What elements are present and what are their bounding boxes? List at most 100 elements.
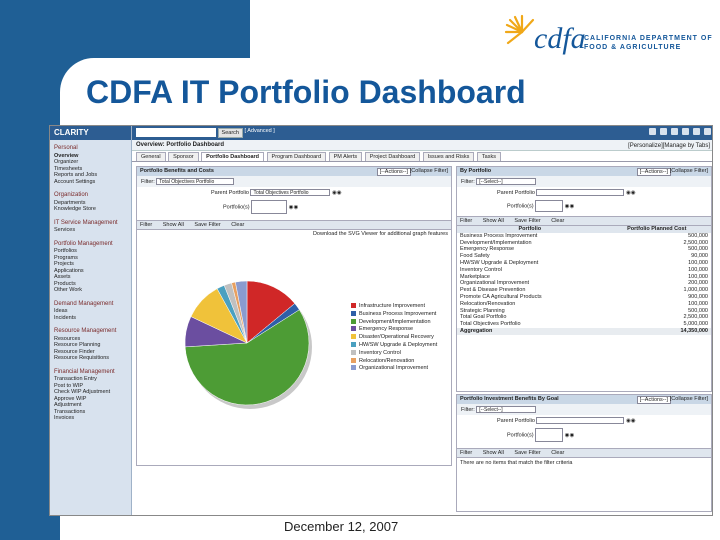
tab-general[interactable]: General [136,152,166,161]
portfolios-field[interactable] [251,200,288,214]
binoculars-icon[interactable]: ◉◉ [564,203,575,210]
clear-button[interactable]: Clear [231,222,245,228]
sidebar-item-transaction-entry[interactable]: Transaction Entry [54,376,97,382]
tab-portfolio-dashboard[interactable]: Portfolio Dashboard [201,152,265,161]
parent-portfolio-field[interactable] [536,189,625,196]
sidebar-item-approve-wip[interactable]: Approve WIP [54,395,87,402]
home-icon[interactable] [649,128,656,135]
save-filter-button[interactable]: Save Filter [514,218,541,224]
sidebar-item-invoices[interactable]: Invoices [54,415,75,421]
pie-slice[interactable] [235,280,248,344]
portfolios-field[interactable] [535,428,564,442]
portfolio-name-cell[interactable]: Total Goal Portfolio [460,314,507,321]
collapse-filter-link[interactable]: [Collapse Filter] [409,168,448,174]
binoculars-icon[interactable]: ◉◉ [288,204,299,211]
search-button[interactable]: Search [217,128,243,138]
portfolio-name-cell[interactable]: Inventory Control [460,266,502,273]
actions-dropdown[interactable]: [--Actions--] [636,168,671,176]
sidebar-item-ideas[interactable]: Ideas [54,308,68,314]
column-header-portfolio[interactable]: Portfolio [457,226,603,233]
sidebar-item-adjustment[interactable]: Adjustment [54,402,82,408]
sidebar-item-projects[interactable]: Projects [54,261,74,267]
tab-program-dashboard[interactable]: Program Dashboard [266,152,327,161]
actions-dropdown[interactable]: [--Actions--] [376,168,411,176]
sidebar-item-reports[interactable]: Reports and Jobs [54,172,98,178]
portfolio-name-cell[interactable]: Development/Implementation [460,239,532,246]
tab-issues-risks[interactable]: Issues and Risks [422,152,475,161]
portfolio-name-cell[interactable]: Organizational Improvement [460,280,530,287]
binoculars-icon[interactable]: ◉◉ [564,432,575,439]
sidebar-item-knowledge-store[interactable]: Knowledge Store [54,206,96,212]
collapse-filter-link[interactable]: [Collapse Filter] [669,168,708,174]
about-icon[interactable] [693,128,700,135]
sidebar-item-transactions[interactable]: Transactions [54,408,86,415]
portfolio-name-cell[interactable]: Marketplace [460,273,490,280]
sidebar-item-resource-finder[interactable]: Resource Finder [54,348,95,355]
favorites-icon[interactable] [660,128,667,135]
clear-button[interactable]: Clear [551,218,565,224]
search-input[interactable] [136,128,216,137]
filter-select[interactable]: Total Objectives Portfolio [156,178,235,185]
sidebar-item-organizer[interactable]: Organizer [54,159,79,165]
save-filter-button[interactable]: Save Filter [194,222,221,228]
clarity-brand: CLARITY [50,126,131,140]
portfolio-name-cell[interactable]: HW/SW Upgrade & Deployment [460,259,539,266]
filter-select[interactable]: [--Select--] [476,406,537,413]
tab-pm-alerts[interactable]: PM Alerts [328,152,363,161]
portfolio-name-cell[interactable]: Business Process Improvement [460,232,538,239]
help-icon[interactable] [682,128,689,135]
personalize-link[interactable]: [Personalize][Manage by Tabs] [628,143,710,149]
tab-project-dashboard[interactable]: Project Dashboard [364,152,421,161]
filter-button[interactable]: Filter [140,222,153,228]
svg-viewer-note[interactable]: Download the SVG Viewer for additional g… [312,231,448,237]
portfolio-name-cell[interactable]: Relocation/Renovation [460,300,516,307]
sidebar-item-resource-requisitions[interactable]: Resource Requisitions [54,355,110,361]
binoculars-icon[interactable]: ◉◉ [625,417,636,424]
tab-sponsor[interactable]: Sponsor [168,152,199,161]
show-all-button[interactable]: Show All [482,450,504,456]
sidebar-item-resource-planning[interactable]: Resource Planning [54,342,101,348]
sidebar-item-applications[interactable]: Applications [54,267,84,274]
sidebar-item-departments[interactable]: Departments [54,199,86,206]
sidebar-item-products[interactable]: Products [54,280,76,287]
portfolio-name-cell[interactable]: Strategic Planning [460,307,505,314]
sidebar-item-account-settings[interactable]: Account Settings [54,178,96,185]
logout-icon[interactable] [704,128,711,135]
sidebar-item-assets[interactable]: Assets [54,274,71,280]
filter-select[interactable]: [--Select--] [476,178,537,185]
show-all-button[interactable]: Show All [162,222,184,228]
column-header-planned-cost[interactable]: Portfolio Planned Cost [602,226,711,233]
pie-slice[interactable] [246,280,296,344]
sidebar-item-post-to-wip[interactable]: Post to WIP [54,382,84,389]
sidebar-item-programs[interactable]: Programs [54,254,78,261]
sidebar-item-timesheets[interactable]: Timesheets [54,165,83,172]
save-filter-button[interactable]: Save Filter [514,450,541,456]
sidebar-item-resources[interactable]: Resources [54,335,81,342]
filter-button[interactable]: Filter [460,218,473,224]
sidebar-item-services[interactable]: Services [54,227,76,233]
portfolio-name-cell[interactable]: Promote CA Agricultural Products [460,293,542,300]
sidebar-item-overview[interactable]: Overview [54,152,79,159]
print-icon[interactable] [671,128,678,135]
portfolio-name-cell[interactable]: Emergency Response [460,246,515,253]
sidebar-item-incidents[interactable]: Incidents [54,314,77,321]
clear-button[interactable]: Clear [551,450,565,456]
binoculars-icon[interactable]: ◉◉ [625,189,636,196]
pie-slice[interactable] [184,309,310,406]
portfolios-field[interactable] [535,200,564,212]
filter-button[interactable]: Filter [460,450,473,456]
tab-tasks[interactable]: Tasks [476,152,501,161]
parent-portfolio-field[interactable]: Total Objectives Portfolio [250,189,331,196]
actions-dropdown[interactable]: [--Actions--] [636,396,671,404]
sidebar-item-portfolios[interactable]: Portfolios [54,248,77,254]
portfolio-name-cell[interactable]: Food Safety [460,253,490,260]
sidebar-item-other-work[interactable]: Other Work [54,287,83,293]
advanced-search-link[interactable]: [ Advanced ] [244,128,275,134]
parent-portfolio-field[interactable] [536,417,625,424]
portfolio-name-cell[interactable]: Total Objectives Portfolio [460,321,521,328]
show-all-button[interactable]: Show All [482,218,504,224]
portfolio-name-cell[interactable]: Pest & Disease Prevention [460,287,526,294]
binoculars-icon[interactable]: ◉◉ [331,189,342,196]
sidebar-item-check-wip[interactable]: Check WIP Adjustment [54,389,111,395]
collapse-filter-link[interactable]: [Collapse Filter] [669,396,708,402]
